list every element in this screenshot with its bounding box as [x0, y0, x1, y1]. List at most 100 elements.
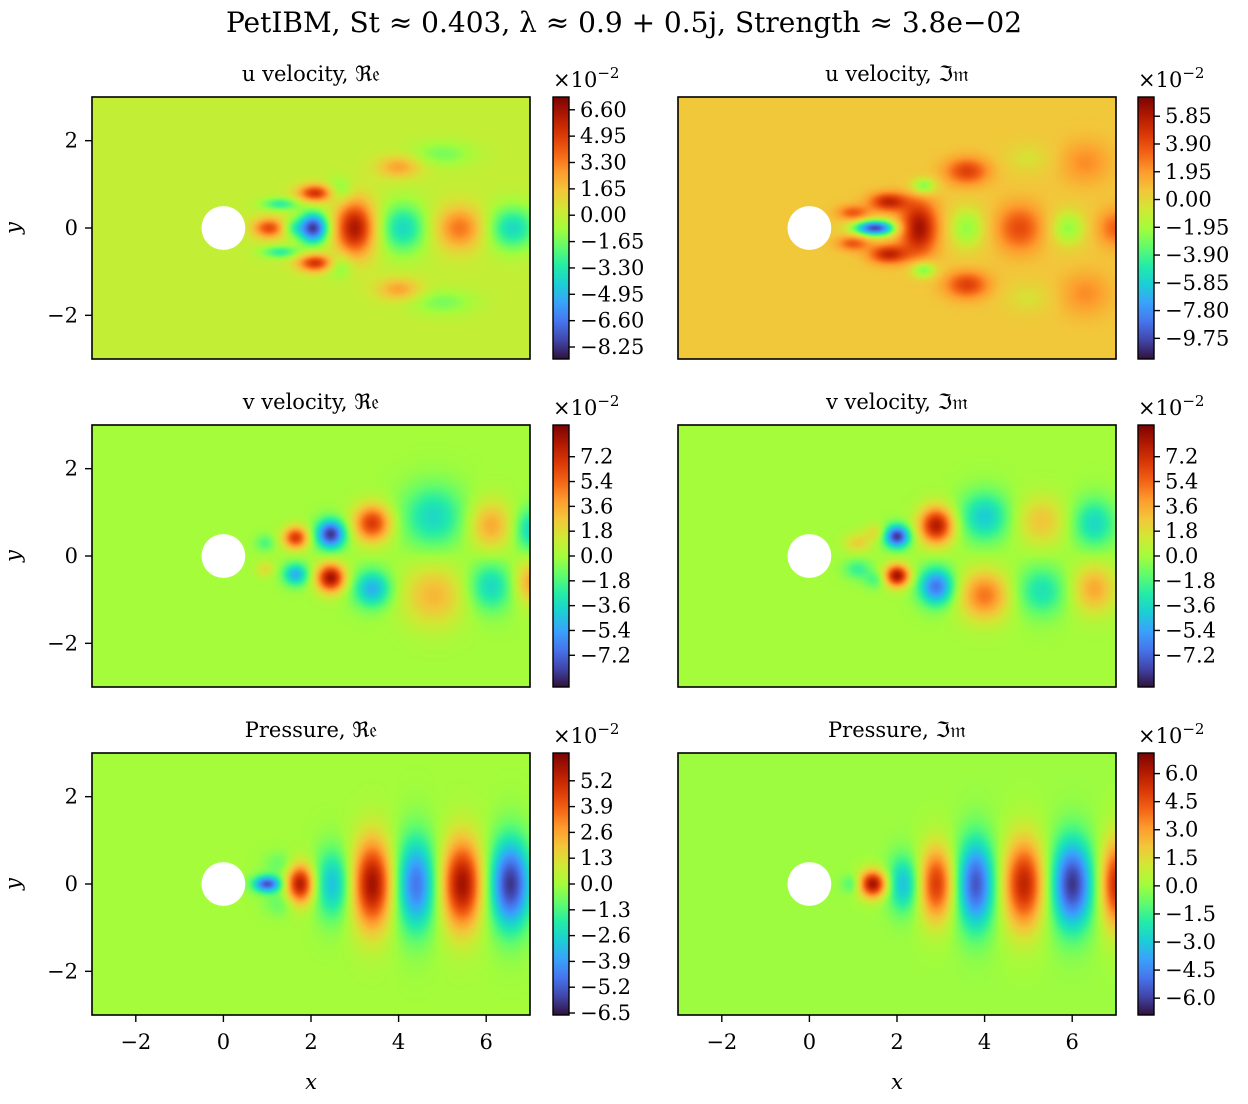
- colorbar-tick-label-v_im: −7.2: [1165, 643, 1216, 667]
- colorbar-exponent-v_im: ×10−2: [1138, 392, 1204, 420]
- colorbar-tick-label-u_re: 3.30: [580, 151, 627, 175]
- colorbar-tick-label-v_im: 3.6: [1165, 494, 1198, 518]
- colorbar-tick-label-p_im: −4.5: [1165, 958, 1216, 982]
- xlabel-p_re: x: [305, 1070, 317, 1094]
- xlabel-p_im: x: [891, 1070, 903, 1094]
- cylinder-u_im: [787, 206, 832, 250]
- colorbar-tick-label-v_im: 5.4: [1165, 470, 1198, 494]
- colorbar-tick-label-v_im: 1.8: [1165, 519, 1198, 543]
- colorbar-exponent-u_re: ×10−2: [553, 64, 619, 92]
- panel-title-v_re: v velocity, ℜ𝔢: [242, 390, 380, 414]
- colorbar-exponent-v_re: ×10−2: [553, 392, 619, 420]
- colorbar-tick-label-v_re: −3.6: [580, 594, 631, 618]
- xtick-label-p_im: 4: [978, 1030, 991, 1054]
- colorbar-tick-label-u_im: −7.80: [1165, 299, 1229, 323]
- colorbar-tick-label-p_re: 5.2: [580, 769, 613, 793]
- colorbar-tick-label-p_im: −3.0: [1165, 930, 1216, 954]
- panel-u_re: u velocity, ℜ𝔢 2 0 −2 y 6.604.95 3.301.650.00 −…: [1, 62, 644, 360]
- colorbar-tick-label-u_re: 0.00: [580, 203, 627, 227]
- colorbar-tick-label-u_re: 4.95: [580, 124, 627, 148]
- cylinder-p_im: [787, 862, 832, 906]
- colorbar-tick-label-p_re: 1.3: [580, 846, 613, 870]
- cylinder-v_im: [787, 534, 832, 578]
- axes-frame-v_im: [677, 424, 1117, 688]
- colorbar-tick-label-p_im: −1.5: [1165, 902, 1216, 926]
- colorbar-tick-label-v_im: −1.8: [1165, 569, 1216, 593]
- field-p_re: [92, 753, 530, 1015]
- colorbar-tick-label-u_im: −3.90: [1165, 243, 1229, 267]
- colorbar-tick-label-p_re: −6.5: [580, 1001, 631, 1025]
- colorbar-tick-label-v_re: 0.0: [580, 544, 613, 568]
- colorbar-tick-label-u_im: 0.00: [1165, 188, 1212, 212]
- colorbar-v_re: [552, 424, 570, 688]
- colorbar-tick-label-u_re: −1.65: [580, 230, 644, 254]
- colorbar-tick-label-p_im: −6.0: [1165, 986, 1216, 1010]
- xtick-label-p_re: 2: [304, 1030, 317, 1054]
- ytick-label-p_re: 0: [65, 872, 78, 896]
- ytick-label-u_re: 0: [65, 216, 78, 240]
- colorbar-tick-label-p_re: 3.9: [580, 795, 613, 819]
- colorbar-tick-label-v_im: −3.6: [1165, 594, 1216, 618]
- panel-v_im: v velocity, ℑ𝔪 7.25.43.61.80.0−1.8−3.6−5.…: [677, 390, 1216, 688]
- colorbar-tick-label-u_re: −6.60: [580, 309, 644, 333]
- xtick-label-p_re: 4: [392, 1030, 405, 1054]
- ytick-label-p_re: −2: [47, 959, 78, 983]
- colorbar-tick-label-u_re: 6.60: [580, 98, 627, 122]
- colorbar-tick-label-v_re: −7.2: [580, 643, 631, 667]
- xtick-label-p_re: 6: [480, 1030, 493, 1054]
- colorbar-tick-label-u_im: −5.85: [1165, 271, 1229, 295]
- ytick-label-v_re: 0: [65, 544, 78, 568]
- colorbar-tick-label-p_im: 0.0: [1165, 874, 1198, 898]
- colorbar-u_re: [552, 96, 570, 360]
- ytick-label-v_re: 2: [65, 457, 78, 481]
- ytick-label-u_re: −2: [47, 303, 78, 327]
- ylabel-v_re: y: [1, 549, 25, 563]
- colorbar-tick-label-p_im: 6.0: [1165, 762, 1198, 786]
- colorbar-tick-label-v_im: 7.2: [1165, 445, 1198, 469]
- colorbar-tick-label-p_im: 3.0: [1165, 818, 1198, 842]
- colorbar-tick-label-v_re: 1.8: [580, 519, 613, 543]
- xtick-label-p_re: 0: [217, 1030, 230, 1054]
- colorbar-tick-label-v_im: 0.0: [1165, 544, 1198, 568]
- panel-title-u_re: u velocity, ℜ𝔢: [242, 62, 380, 86]
- panel-u_im: u velocity, ℑ𝔪 5.85 3.90 1.95 0.00 −1.95 −3.90…: [677, 62, 1229, 360]
- colorbar-exponent-p_re: ×10−2: [553, 720, 619, 748]
- colorbar-tick-label-v_re: −1.8: [580, 569, 631, 593]
- colorbar-tick-label-u_re: −8.25: [580, 335, 644, 359]
- colorbar-tick-label-p_im: 1.5: [1165, 846, 1198, 870]
- colorbar-tick-label-v_re: 7.2: [580, 445, 613, 469]
- figure-title: PetIBM, St ≈ 0.403, λ ≈ 0.9 + 0.5j, Stre…: [226, 6, 1022, 39]
- xtick-label-p_im: 2: [890, 1030, 903, 1054]
- field-v_re: [92, 425, 530, 687]
- colorbar-exponent-u_im: ×10−2: [1138, 64, 1204, 92]
- colorbar-tick-label-p_re: −3.9: [580, 949, 631, 973]
- colorbar-tick-label-p_im: 4.5: [1165, 790, 1198, 814]
- colorbar-p_im: [1137, 752, 1155, 1016]
- field-u_re: [92, 97, 530, 359]
- xtick-label-p_im: 6: [1066, 1030, 1079, 1054]
- ytick-label-v_re: −2: [47, 631, 78, 655]
- colorbar-tick-label-u_im: 3.90: [1165, 132, 1212, 156]
- panel-title-v_im: v velocity, ℑ𝔪: [825, 390, 968, 414]
- ylabel-p_re: y: [1, 877, 25, 891]
- colorbar-tick-label-u_re: 1.65: [580, 177, 627, 201]
- colorbar-tick-label-v_re: −5.4: [580, 618, 631, 642]
- colorbar-tick-label-v_im: −5.4: [1165, 618, 1216, 642]
- colorbar-tick-label-u_im: 5.85: [1165, 104, 1212, 128]
- colorbar-p_re: [552, 752, 570, 1016]
- colorbar-v_im: [1137, 424, 1155, 688]
- xtick-label-p_im: −2: [706, 1030, 737, 1054]
- colorbar-tick-label-u_im: −1.95: [1165, 215, 1229, 239]
- colorbar-tick-label-p_re: −1.3: [580, 898, 631, 922]
- field-p_im: [678, 753, 1116, 1015]
- axes-frame-u_im: [677, 96, 1117, 360]
- panel-title-p_re: Pressure, ℜ𝔢: [245, 718, 378, 742]
- colorbar-tick-label-p_re: −5.2: [580, 975, 631, 999]
- cylinder-v_re: [201, 534, 246, 578]
- colorbar-tick-label-u_im: −9.75: [1165, 326, 1229, 350]
- colorbar-u_im: [1137, 96, 1155, 360]
- ytick-label-p_re: 2: [65, 785, 78, 809]
- cylinder-u_re: [201, 206, 246, 250]
- colorbar-tick-label-u_re: −3.30: [580, 256, 644, 280]
